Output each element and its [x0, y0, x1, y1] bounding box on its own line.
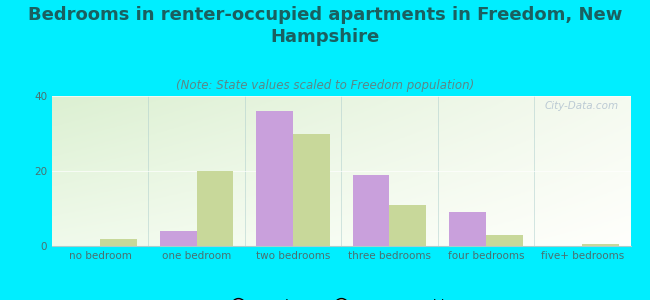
Text: Bedrooms in renter-occupied apartments in Freedom, New
Hampshire: Bedrooms in renter-occupied apartments i… [28, 6, 622, 46]
Bar [100, 238, 137, 246]
Bar [449, 212, 486, 246]
Bar [389, 205, 426, 246]
Legend: Freedom, New Hampshire: Freedom, New Hampshire [220, 294, 462, 300]
Bar [196, 171, 233, 246]
Bar [353, 175, 389, 246]
Text: (Note: State values scaled to Freedom population): (Note: State values scaled to Freedom po… [176, 80, 474, 92]
Bar [486, 235, 523, 246]
Bar [293, 134, 330, 246]
Bar [256, 111, 293, 246]
Text: City-Data.com: City-Data.com [545, 100, 619, 110]
Bar [582, 244, 619, 246]
Bar [160, 231, 196, 246]
